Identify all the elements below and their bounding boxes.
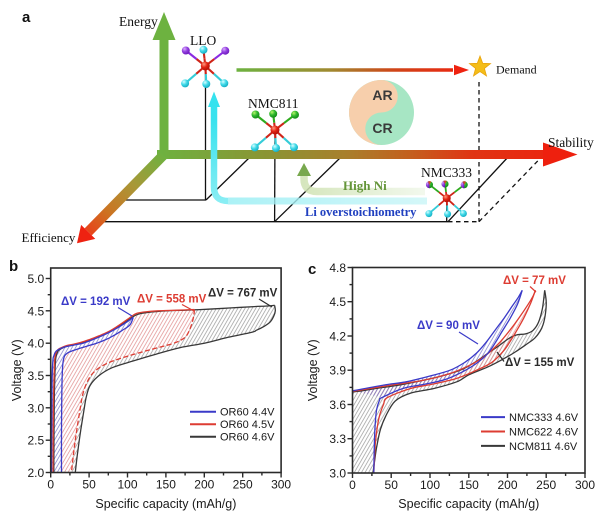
- svg-text:3.0: 3.0: [329, 467, 346, 481]
- svg-text:150: 150: [156, 478, 176, 492]
- svg-text:ΔV = 558 mV: ΔV = 558 mV: [137, 294, 207, 306]
- svg-text:AR: AR: [372, 87, 392, 103]
- svg-text:NMC333: NMC333: [421, 165, 472, 180]
- svg-text:0: 0: [47, 478, 54, 492]
- svg-text:4.0: 4.0: [28, 337, 45, 351]
- svg-text:3.6: 3.6: [329, 398, 346, 412]
- svg-text:Voltage (V): Voltage (V): [10, 339, 24, 401]
- svg-text:4.8: 4.8: [329, 261, 346, 275]
- svg-text:Specific capacity (mAh/g): Specific capacity (mAh/g): [398, 497, 539, 511]
- svg-text:OR60 4.4V: OR60 4.4V: [220, 407, 275, 419]
- svg-text:4.2: 4.2: [329, 330, 346, 344]
- svg-text:ΔV = 90 mV: ΔV = 90 mV: [417, 320, 480, 332]
- svg-text:OR60 4.5V: OR60 4.5V: [220, 419, 275, 431]
- svg-text:NMC622 4.6V: NMC622 4.6V: [509, 427, 579, 439]
- svg-text:ΔV = 155 mV: ΔV = 155 mV: [505, 357, 575, 369]
- svg-text:LLO: LLO: [190, 33, 216, 48]
- svg-text:100: 100: [117, 478, 137, 492]
- svg-text:b: b: [9, 258, 18, 275]
- svg-text:NMC333 4.6V: NMC333 4.6V: [509, 412, 579, 424]
- svg-text:3.5: 3.5: [28, 369, 45, 383]
- svg-text:NCM811 4.6V: NCM811 4.6V: [509, 441, 578, 453]
- svg-text:4.5: 4.5: [329, 295, 346, 309]
- svg-text:a: a: [22, 9, 31, 26]
- svg-text:5.0: 5.0: [28, 272, 45, 286]
- svg-text:50: 50: [82, 478, 96, 492]
- svg-text:Efficiency: Efficiency: [22, 230, 76, 245]
- svg-text:3.3: 3.3: [329, 432, 346, 446]
- svg-text:ΔV = 192 mV: ΔV = 192 mV: [61, 296, 131, 308]
- svg-text:150: 150: [459, 478, 479, 492]
- svg-text:OR60 4.6V: OR60 4.6V: [220, 432, 275, 444]
- svg-text:100: 100: [420, 478, 440, 492]
- svg-text:c: c: [308, 261, 316, 278]
- svg-text:200: 200: [497, 478, 517, 492]
- svg-text:2.0: 2.0: [28, 466, 45, 480]
- svg-text:3.9: 3.9: [329, 364, 346, 378]
- svg-text:CR: CR: [372, 120, 392, 136]
- svg-text:0: 0: [349, 478, 356, 492]
- svg-text:NMC811: NMC811: [248, 96, 299, 111]
- svg-text:2.5: 2.5: [28, 434, 45, 448]
- svg-text:3.0: 3.0: [28, 401, 45, 415]
- svg-text:200: 200: [194, 478, 214, 492]
- svg-text:Voltage (V): Voltage (V): [306, 339, 320, 401]
- svg-text:250: 250: [536, 478, 556, 492]
- svg-text:Stability: Stability: [548, 135, 594, 150]
- svg-text:ΔV = 767 mV: ΔV = 767 mV: [208, 288, 278, 300]
- svg-text:250: 250: [233, 478, 253, 492]
- svg-text:Demand: Demand: [496, 63, 537, 77]
- svg-text:Energy: Energy: [119, 14, 158, 29]
- svg-text:ΔV = 77 mV: ΔV = 77 mV: [503, 275, 566, 287]
- svg-text:50: 50: [385, 478, 399, 492]
- svg-text:Specific capacity (mAh/g): Specific capacity (mAh/g): [95, 497, 236, 511]
- svg-text:High Ni: High Ni: [343, 178, 387, 193]
- svg-text:Li overstoichiometry: Li overstoichiometry: [305, 205, 417, 219]
- svg-text:300: 300: [271, 478, 291, 492]
- svg-text:300: 300: [575, 478, 595, 492]
- svg-text:4.5: 4.5: [28, 304, 45, 318]
